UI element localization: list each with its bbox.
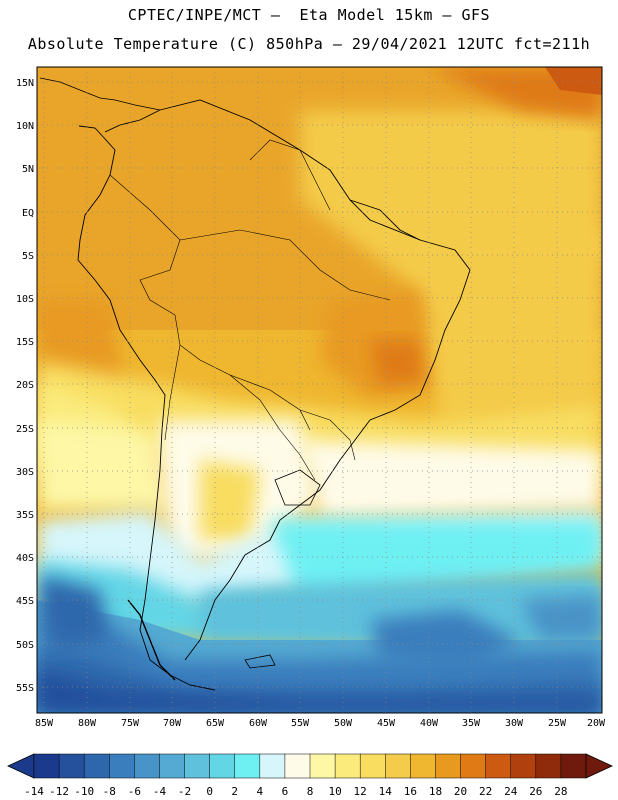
lat-label: 10S bbox=[16, 294, 34, 305]
lon-label: 25W bbox=[548, 718, 567, 729]
lat-label: 55S bbox=[16, 683, 34, 694]
colorbar-swatch bbox=[385, 753, 411, 779]
chart-title-line2: Absolute Temperature (C) 850hPa – 29/04/… bbox=[27, 35, 591, 53]
lon-label: 70W bbox=[163, 718, 182, 729]
lon-label: 50W bbox=[334, 718, 353, 729]
chart-title-line1: CPTEC/INPE/MCT – Eta Model 15km – GFS bbox=[127, 6, 491, 24]
lon-label: 45W bbox=[377, 718, 396, 729]
colorbar-swatch bbox=[485, 753, 512, 779]
colorbar-tick-label: 6 bbox=[282, 785, 289, 798]
colorbar-swatch bbox=[134, 753, 161, 779]
colorbar-tick-label: 2 bbox=[231, 785, 238, 798]
lon-label: 65W bbox=[206, 718, 225, 729]
lat-label: EQ bbox=[22, 208, 34, 219]
colorbar-tick-label: 20 bbox=[454, 785, 467, 798]
colorbar-tick-label: 22 bbox=[479, 785, 492, 798]
lat-label: 5S bbox=[22, 251, 34, 262]
colorbar-tick-label: 0 bbox=[206, 785, 213, 798]
colorbar-swatch bbox=[359, 753, 386, 779]
colorbar-max-arrow bbox=[585, 753, 613, 779]
colorbar-tick-label: 24 bbox=[504, 785, 518, 798]
graticule bbox=[37, 67, 602, 713]
colorbar: -14 -12 -10 -8 -6 -4 -2 0 2 4 6 8 10 12 14 16 18 20 22 24 26… bbox=[7, 753, 613, 798]
colorbar-swatch bbox=[284, 753, 311, 779]
colorbar-tick-label: -12 bbox=[49, 785, 69, 798]
colorbar-swatch bbox=[410, 753, 437, 779]
colorbar-tick-label: 4 bbox=[257, 785, 264, 798]
colorbar-tick-label: -14 bbox=[24, 785, 44, 798]
colorbar-tick-label: 16 bbox=[404, 785, 417, 798]
temperature-map: 15N 10N 5N EQ 5S 10S 15S 20S 25S 30S 35S… bbox=[7, 66, 613, 798]
colorbar-swatch bbox=[435, 753, 462, 779]
map-frame bbox=[36, 66, 603, 714]
lat-label: 15N bbox=[16, 78, 34, 89]
colorbar-swatch bbox=[560, 753, 587, 779]
lon-label: 35W bbox=[462, 718, 481, 729]
coastlines bbox=[39, 77, 471, 691]
latitude-labels: 15N 10N 5N EQ 5S 10S 15S 20S 25S 30S 35S… bbox=[16, 78, 34, 694]
colorbar-swatch bbox=[510, 753, 537, 779]
colorbar-swatch bbox=[334, 753, 361, 779]
colorbar-swatch bbox=[33, 753, 60, 779]
lon-label: 85W bbox=[35, 718, 54, 729]
colorbar-swatch bbox=[184, 753, 211, 779]
lon-label: 55W bbox=[291, 718, 310, 729]
colorbar-swatch bbox=[259, 753, 286, 779]
lon-label: 80W bbox=[78, 718, 97, 729]
colorbar-min-arrow bbox=[7, 753, 35, 779]
colorbar-tick-label: -2 bbox=[178, 785, 191, 798]
lat-label: 45S bbox=[16, 596, 34, 607]
colorbar-tick-label: -8 bbox=[103, 785, 116, 798]
lat-label: 15S bbox=[16, 337, 34, 348]
lat-label: 20S bbox=[16, 380, 34, 391]
longitude-labels: 85W 80W 75W 70W 65W 60W 55W 50W 45W 40W … bbox=[35, 718, 606, 729]
lon-label: 75W bbox=[121, 718, 140, 729]
lat-label: 30S bbox=[16, 467, 34, 478]
colorbar-swatch bbox=[83, 753, 110, 779]
colorbar-tick-label: -10 bbox=[74, 785, 94, 798]
colorbar-tick-label: 12 bbox=[354, 785, 367, 798]
lat-label: 40S bbox=[16, 553, 34, 564]
lat-label: 5N bbox=[22, 164, 34, 175]
lon-label: 60W bbox=[249, 718, 268, 729]
colorbar-tick-label: 14 bbox=[379, 785, 393, 798]
colorbar-tick-label: 8 bbox=[307, 785, 314, 798]
colorbar-swatches bbox=[33, 753, 587, 779]
colorbar-tick-label: 26 bbox=[529, 785, 542, 798]
colorbar-swatch bbox=[109, 753, 135, 779]
colorbar-tick-label: -6 bbox=[128, 785, 141, 798]
lat-label: 50S bbox=[16, 640, 34, 651]
colorbar-tick-label: -4 bbox=[153, 785, 167, 798]
colorbar-tick-label: 10 bbox=[328, 785, 341, 798]
colorbar-swatch bbox=[535, 753, 562, 779]
colorbar-labels: -14 -12 -10 -8 -6 -4 -2 0 2 4 6 8 10 12 14 16 18 20 22 24 26… bbox=[24, 785, 567, 798]
lon-label: 40W bbox=[420, 718, 439, 729]
lon-label: 30W bbox=[505, 718, 524, 729]
lat-label: 35S bbox=[16, 510, 34, 521]
colorbar-swatch bbox=[234, 753, 261, 779]
lat-label: 10N bbox=[16, 121, 34, 132]
lon-label: 20W bbox=[587, 718, 606, 729]
colorbar-swatch bbox=[159, 753, 186, 779]
colorbar-swatch bbox=[58, 753, 85, 779]
lat-label: 25S bbox=[16, 424, 34, 435]
colorbar-swatch bbox=[460, 753, 487, 779]
colorbar-tick-label: 28 bbox=[554, 785, 567, 798]
temperature-field bbox=[37, 67, 602, 713]
colorbar-tick-label: 18 bbox=[429, 785, 442, 798]
colorbar-swatch bbox=[209, 753, 236, 779]
colorbar-swatch bbox=[309, 753, 336, 779]
